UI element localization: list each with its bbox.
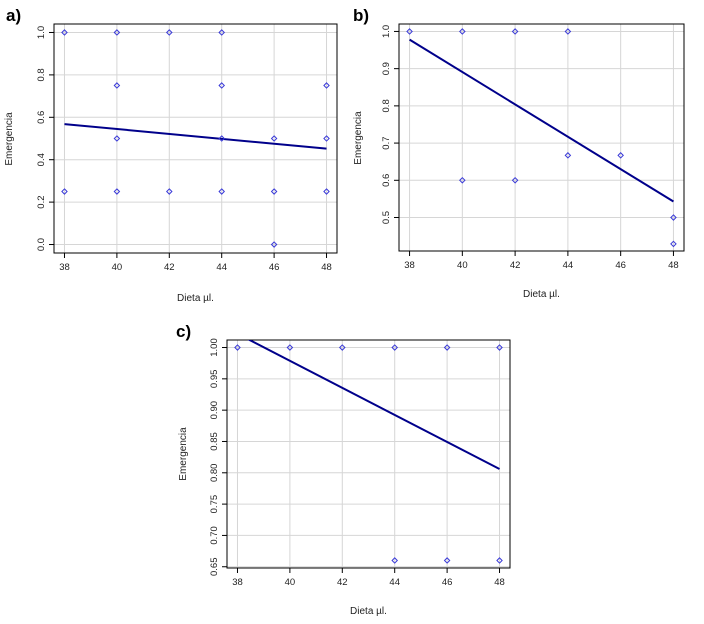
chart-panel-1: a) 38 40 42 44 46 48 0.0 0.2 0.4 0.6 0.8 1.0 Dieta µl…	[4, 6, 338, 304]
x-tick-label: 48	[321, 262, 332, 273]
x-tick-label: 44	[563, 260, 574, 271]
data-point	[406, 28, 413, 35]
y-tick-label: 0.80	[209, 464, 220, 483]
x-tick-label: 46	[615, 260, 626, 271]
data-point	[113, 135, 121, 142]
data-point	[270, 241, 278, 248]
x-tick-label: 40	[285, 577, 296, 588]
data-point	[113, 188, 121, 195]
x-tick-label: 42	[510, 260, 521, 271]
x-tick-label: 38	[404, 260, 415, 271]
x-tick-label: 44	[216, 262, 227, 273]
data-point	[218, 135, 226, 142]
y-axis-label: Emergencia	[353, 111, 364, 165]
data-layer	[64, 123, 327, 150]
data-point	[564, 28, 572, 35]
y-tick-label: 1.00	[209, 338, 220, 357]
regression-line	[247, 340, 500, 470]
y-tick-label: 0.7	[381, 136, 392, 149]
x-axis-label: Dieta µl.	[177, 293, 214, 304]
chart-panel-2: b) 38 40 42 44 46 48 0.5 0.6 0.7 0.8 0.9 1.0 Dieta µl…	[353, 6, 685, 300]
data-point	[323, 188, 330, 195]
x-axis-label: Dieta µl.	[350, 606, 387, 617]
data-point	[496, 557, 503, 564]
y-tick-label: 0.95	[209, 370, 220, 389]
panel-letter: b)	[353, 6, 369, 25]
chart-panel-3: c) 38 40 42 44 46 48 0.65 0.70 0.75 0.80 0.85 0.90 0.…	[176, 322, 511, 617]
y-tick-label: 0.8	[381, 99, 392, 112]
data-point	[234, 344, 241, 351]
x-tick-label: 40	[457, 260, 468, 271]
y-tick-label: 0.90	[209, 401, 220, 420]
plot-frame	[398, 23, 685, 252]
data-point	[511, 28, 519, 35]
y-tick-label: 0.85	[209, 432, 220, 451]
data-point	[511, 176, 519, 184]
data-point	[323, 82, 330, 89]
data-point	[270, 188, 278, 195]
y-tick-label: 0.6	[36, 111, 47, 124]
data-point	[670, 240, 677, 248]
data-point	[61, 188, 68, 195]
panel-letter: c)	[176, 322, 191, 341]
y-tick-label: 0.9	[381, 62, 392, 75]
x-tick-label: 38	[59, 262, 70, 273]
y-tick-label: 0.0	[36, 238, 47, 251]
y-axis-label: Emergencia	[4, 112, 15, 166]
y-tick-label: 1.0	[381, 25, 392, 38]
y-tick-label: 0.8	[36, 68, 47, 81]
plot-frame	[53, 23, 338, 254]
y-tick-label: 1.0	[36, 26, 47, 39]
y-tick-label: 0.75	[209, 495, 220, 513]
data-point	[270, 135, 278, 142]
data-layer	[409, 38, 674, 203]
data-point	[617, 152, 624, 159]
data-point	[564, 152, 572, 159]
x-tick-label: 40	[112, 262, 123, 273]
data-point	[218, 29, 226, 36]
data-layer	[247, 340, 500, 470]
data-point	[165, 188, 173, 195]
y-tick-label: 0.4	[36, 153, 47, 166]
y-tick-label: 0.6	[381, 174, 392, 187]
data-point	[218, 82, 226, 89]
data-point	[286, 344, 294, 351]
y-tick-label: 0.2	[36, 196, 47, 209]
data-point	[391, 557, 399, 564]
x-tick-label: 42	[164, 262, 175, 273]
x-tick-label: 48	[668, 260, 679, 271]
x-tick-label: 38	[232, 577, 243, 588]
y-tick-label: 0.70	[209, 526, 220, 545]
data-point	[113, 29, 121, 36]
y-tick-label: 0.65	[209, 557, 220, 576]
x-tick-label: 48	[494, 577, 505, 588]
x-axis-label: Dieta µl.	[523, 289, 560, 300]
regression-line	[409, 38, 674, 203]
regression-line	[64, 123, 327, 150]
data-point	[113, 82, 121, 89]
data-point	[338, 344, 346, 351]
panel-letter: a)	[6, 6, 21, 25]
x-tick-label: 46	[269, 262, 280, 273]
data-point	[496, 344, 503, 351]
data-point	[443, 344, 451, 351]
data-point	[459, 28, 466, 35]
data-point	[670, 214, 677, 221]
data-point	[323, 135, 330, 142]
y-axis-label: Emergencia	[178, 427, 189, 481]
plot-frame	[226, 339, 511, 569]
data-point	[218, 188, 226, 195]
data-point	[165, 29, 173, 36]
data-point	[61, 29, 68, 36]
y-tick-label: 0.5	[381, 211, 392, 224]
x-tick-label: 46	[442, 577, 453, 588]
x-tick-label: 42	[337, 577, 348, 588]
data-point	[443, 557, 451, 564]
x-tick-label: 44	[389, 577, 400, 588]
data-point	[391, 344, 399, 351]
data-point	[459, 176, 466, 184]
